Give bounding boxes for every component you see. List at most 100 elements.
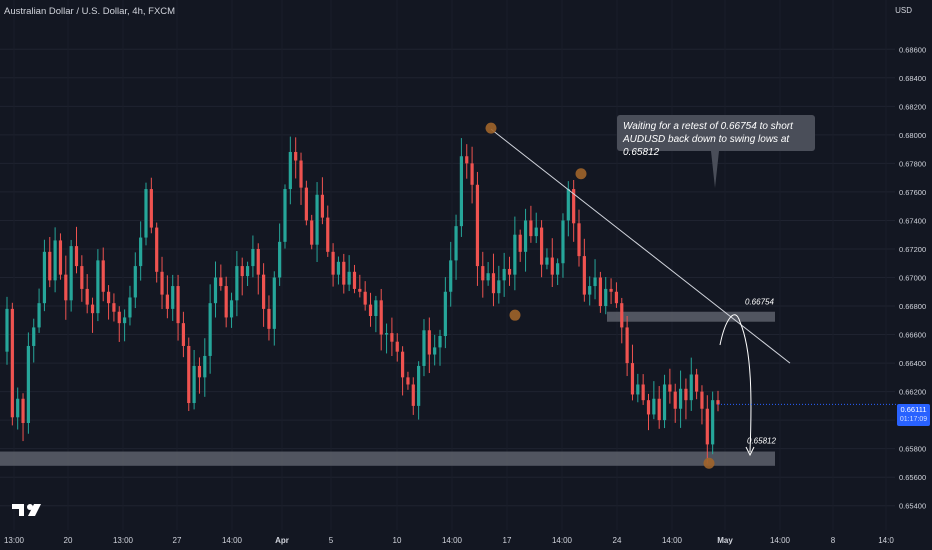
candle-body bbox=[342, 261, 346, 285]
time-tick-label: May bbox=[717, 536, 733, 545]
candle-body bbox=[21, 398, 25, 423]
candle-body bbox=[620, 303, 624, 328]
candle-body bbox=[363, 291, 367, 305]
time-tick-label: 14:00 bbox=[552, 536, 573, 545]
candle-body bbox=[283, 189, 287, 242]
candle-body bbox=[267, 308, 271, 329]
time-tick-label: 14:00 bbox=[442, 536, 463, 545]
candle-body bbox=[395, 341, 399, 352]
candle-body bbox=[26, 345, 30, 423]
price-tick-label: 0.65600 bbox=[899, 473, 926, 482]
candle-body bbox=[352, 271, 357, 289]
swing-marker bbox=[703, 457, 715, 469]
candle-body bbox=[550, 257, 554, 275]
annotation-callout[interactable]: Waiting for a retest of 0.66754 to short… bbox=[617, 115, 815, 158]
price-tick-label: 0.67400 bbox=[899, 216, 926, 225]
candle-body bbox=[502, 268, 506, 281]
candle-body bbox=[171, 286, 175, 309]
candle-body bbox=[556, 263, 560, 275]
grid bbox=[0, 48, 895, 507]
candle-body bbox=[106, 291, 111, 304]
candle-body bbox=[326, 217, 330, 252]
candle-body bbox=[358, 288, 362, 292]
candle-body bbox=[123, 317, 127, 324]
candle-body bbox=[459, 156, 463, 227]
candle-body bbox=[336, 261, 341, 275]
candle-body bbox=[668, 384, 672, 392]
candle-body bbox=[42, 251, 47, 304]
candle-body bbox=[5, 308, 9, 352]
time-tick-label: 14:00 bbox=[222, 536, 243, 545]
time-tick-label: 14:00 bbox=[662, 536, 683, 545]
candle-body bbox=[678, 388, 683, 409]
candle-body bbox=[144, 189, 148, 238]
candle-body bbox=[470, 163, 474, 185]
candle-body bbox=[133, 266, 137, 298]
candle-body bbox=[390, 333, 394, 342]
annotation-line-2: AUDUSD back down to swing lows at 0.6581… bbox=[623, 134, 790, 158]
time-tick-label: 13:00 bbox=[113, 536, 134, 545]
currency-label: USD bbox=[895, 6, 912, 15]
candle-body bbox=[379, 300, 383, 335]
candle-body bbox=[641, 384, 645, 401]
candle-body bbox=[588, 286, 592, 295]
price-tick-label: 0.67600 bbox=[899, 188, 926, 197]
candle-body bbox=[598, 277, 602, 307]
candle-body bbox=[240, 266, 244, 277]
annotation-line-1: Waiting for a retest of 0.66754 to short bbox=[623, 121, 793, 132]
time-tick-label: 14:0 bbox=[878, 536, 894, 545]
candle-body bbox=[304, 187, 308, 221]
price-tick-label: 0.66400 bbox=[899, 359, 926, 368]
price-tick-label: 0.68600 bbox=[899, 45, 926, 54]
candle-body bbox=[32, 327, 36, 346]
candle-body bbox=[85, 288, 89, 305]
candle-body bbox=[384, 333, 389, 335]
candle-body bbox=[374, 300, 378, 317]
candle-body bbox=[689, 374, 693, 401]
candle-body bbox=[80, 266, 84, 289]
time-tick-label: 13:00 bbox=[4, 536, 25, 545]
candles bbox=[5, 136, 720, 464]
candle-body bbox=[203, 355, 207, 378]
time-tick-label: 8 bbox=[831, 536, 836, 545]
candle-body bbox=[245, 266, 250, 277]
candle-body bbox=[90, 304, 95, 314]
price-tick-label: 0.66800 bbox=[899, 302, 926, 311]
candle-body bbox=[700, 391, 704, 409]
candle-body bbox=[427, 330, 431, 355]
candle-body bbox=[523, 220, 528, 252]
candle-body bbox=[128, 297, 132, 318]
candle-body bbox=[636, 384, 640, 395]
candle-body bbox=[320, 194, 325, 218]
candle-body bbox=[433, 347, 437, 355]
bar-countdown: 01:17:09 bbox=[899, 416, 928, 423]
time-tick-label: 5 bbox=[329, 536, 334, 545]
callout-pointer bbox=[711, 151, 719, 188]
drawings: 0.66754 0.65812 bbox=[485, 122, 897, 469]
candle-body bbox=[331, 251, 335, 275]
time-tick-label: 27 bbox=[173, 536, 182, 545]
price-tick-label: 0.68000 bbox=[899, 131, 926, 140]
candle-body bbox=[529, 220, 533, 237]
resistance-zone bbox=[607, 311, 775, 322]
candle-body bbox=[705, 408, 709, 445]
candle-body bbox=[604, 288, 608, 307]
candle-body bbox=[566, 189, 570, 221]
candle-body bbox=[652, 398, 656, 415]
candle-body bbox=[684, 388, 688, 401]
price-axis: 0.68600 0.68400 0.68200 0.68000 0.67800 0.676… bbox=[899, 45, 926, 510]
candle-body bbox=[711, 400, 715, 445]
candle-body bbox=[294, 151, 298, 161]
candle-body bbox=[475, 184, 480, 267]
candle-body bbox=[64, 274, 68, 301]
price-tick-label: 0.68400 bbox=[899, 74, 926, 83]
candle-body bbox=[112, 303, 116, 312]
candle-body bbox=[219, 277, 223, 287]
candle-body bbox=[256, 248, 260, 275]
candle-body bbox=[37, 303, 41, 328]
price-tick-label: 0.65800 bbox=[899, 445, 926, 454]
candle-body bbox=[609, 288, 613, 292]
candle-body bbox=[534, 227, 538, 237]
candle-body bbox=[657, 398, 661, 421]
